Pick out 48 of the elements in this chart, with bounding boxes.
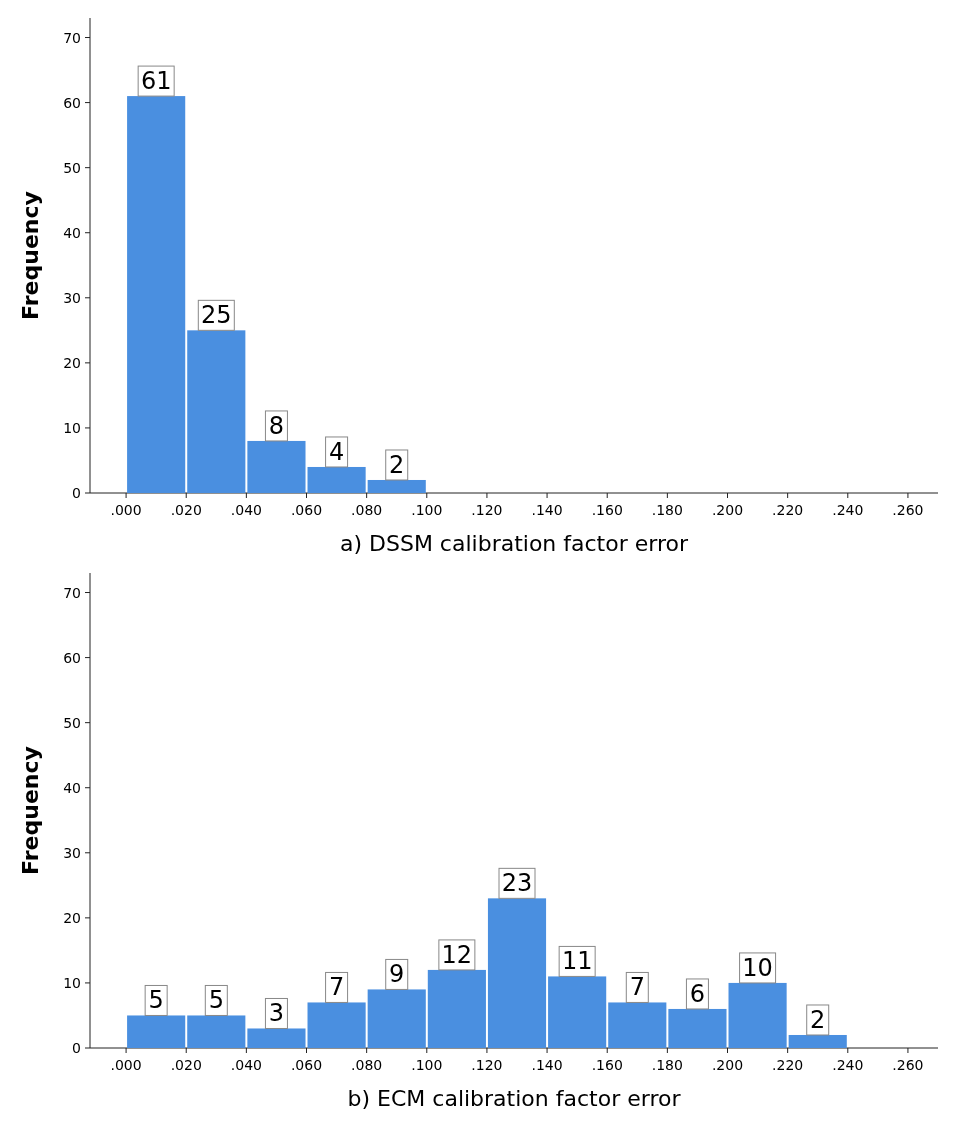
x-tick-label: .260 [892, 1057, 924, 1073]
x-tick-label: .120 [471, 502, 503, 518]
x-axis-title: a) DSSM calibration factor error [339, 531, 689, 556]
x-tick-label: .120 [471, 1057, 503, 1073]
y-tick-label: 50 [63, 159, 81, 176]
x-tick-label: .140 [531, 1057, 563, 1073]
y-tick-label: 30 [63, 844, 81, 861]
x-tick-label: .260 [892, 502, 924, 518]
x-tick-label: .240 [832, 502, 864, 518]
x-axis-title: b) ECM calibration factor error [347, 1086, 682, 1111]
x-tick-label: .080 [351, 1057, 383, 1073]
y-tick-label: 20 [63, 909, 81, 926]
x-tick-label: .220 [772, 1057, 804, 1073]
x-tick-label: .140 [531, 502, 563, 518]
y-tick-label: 60 [63, 649, 81, 666]
x-tick-label: .080 [351, 502, 383, 518]
x-tick-label: .060 [290, 502, 323, 518]
x-tick-label: .020 [170, 502, 202, 518]
y-tick-label: 70 [63, 584, 81, 601]
y-axis-title: Frequency [18, 191, 43, 320]
y-tick-label: 70 [63, 29, 81, 46]
x-tick-label: .100 [411, 502, 443, 518]
x-tick-label: .020 [170, 1057, 202, 1073]
x-tick-label: .180 [651, 1057, 683, 1073]
y-tick-label: 30 [63, 289, 81, 306]
y-tick-label: 10 [63, 974, 81, 991]
y-tick-label: 0 [72, 485, 81, 501]
y-tick-label: 20 [63, 354, 81, 371]
y-tick-label: 60 [63, 94, 81, 111]
x-tick-label: .040 [230, 1057, 262, 1073]
x-tick-label: .060 [290, 1057, 323, 1073]
y-tick-label: 40 [63, 779, 81, 796]
y-tick-label: 40 [63, 224, 81, 241]
y-tick-label: 50 [63, 714, 81, 731]
x-tick-label: .160 [591, 502, 623, 518]
y-tick-label: 10 [63, 419, 81, 436]
x-tick-label: .160 [591, 1057, 623, 1073]
x-tick-label: .040 [230, 502, 262, 518]
x-tick-label: .180 [651, 502, 683, 518]
y-tick-label: 0 [72, 1040, 81, 1056]
x-tick-label: .200 [711, 502, 744, 518]
y-axis-title: Frequency [18, 746, 43, 875]
x-tick-label: .000 [110, 1057, 142, 1073]
x-tick-label: .240 [832, 1057, 864, 1073]
x-tick-label: .100 [411, 1057, 443, 1073]
x-tick-label: .200 [711, 1057, 744, 1073]
x-tick-label: .220 [772, 502, 804, 518]
x-tick-label: .000 [110, 502, 142, 518]
